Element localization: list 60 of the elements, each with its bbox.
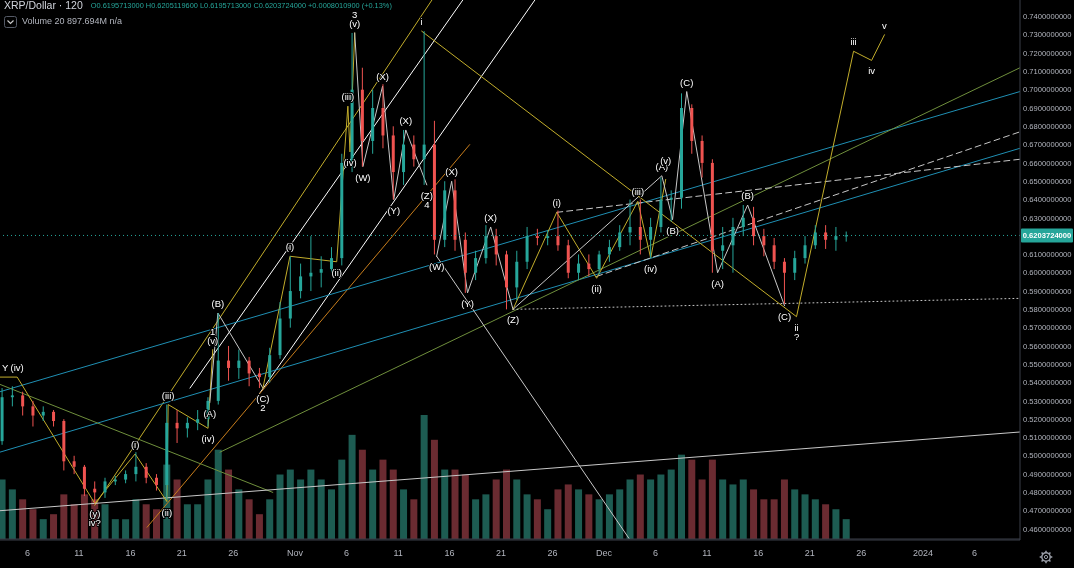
annotation: (ii) [331,266,342,278]
annotation: i [420,15,423,27]
annotation: (X) [445,165,458,177]
annotation: (i) [130,438,140,450]
annotation: (A) [711,277,724,289]
x-tick-label: 11 [74,548,84,559]
chart-title: Volume 20 897.694M n/a [22,16,123,26]
annotation: 1 [210,325,216,337]
annotation: (ii) [591,282,602,294]
annotation: (C) [777,310,792,322]
x-tick-label: 16 [753,548,764,559]
annotation: (B) [211,297,225,309]
annotation: (Y) [387,204,401,216]
annotation: (C) [256,392,270,404]
annotation: v [882,19,888,31]
x-tick-label: Dec [595,548,613,559]
x-tick-label: 26 [228,548,239,559]
x-tick-label: 2024 [913,548,934,559]
annotation: (W) [355,171,371,183]
annotation: (iii) [631,185,645,197]
x-tick-label: 16 [125,548,136,559]
annotation: (Z) [420,189,433,201]
annotation: (iv) [201,432,215,444]
annotation: 2 [260,401,266,413]
x-tick-label: Nov [287,548,304,559]
annotation: iv [868,64,876,76]
annotation: (X) [376,70,389,82]
annotation: (ii) [161,506,173,518]
annotation: (v) [349,17,361,29]
annotation: (X) [484,211,498,223]
annotation: ? [793,330,800,342]
annotation: (X) [399,114,413,126]
annotation: (iv) [10,361,24,373]
annotation: (C) [680,76,694,88]
annotation: (Z) [506,313,520,325]
chart-title: XRP/Dollar · 120 [4,0,83,11]
x-tick-label: 11 [393,548,403,559]
x-tick-label: 21 [176,548,187,559]
annotation: 3 [352,8,358,20]
annotation: iii [850,35,857,47]
annotation: Y [1,361,9,373]
annotation: (B) [741,189,754,201]
annotation: (B) [666,224,679,236]
x-tick-label: 6 [652,548,658,559]
annotation: ii [794,321,799,333]
annotation: (i) [552,196,561,208]
x-tick-label: 6 [24,548,30,559]
x-tick-label: 26 [547,548,558,559]
x-tick-label: 11 [702,548,712,559]
annotation: (iv) [644,262,658,274]
x-tick-label: 21 [495,548,506,559]
x-tick-label: 26 [856,548,867,559]
annotation: (W) [429,260,445,272]
x-tick-label: 6 [344,548,350,559]
x-tick-label: 16 [444,548,455,559]
annotation: (Y) [461,297,474,309]
annotation: 4 [424,198,430,210]
x-tick-label: 6 [972,548,978,559]
x-tick-label: 21 [804,548,815,559]
annotation: (iii) [161,389,175,401]
